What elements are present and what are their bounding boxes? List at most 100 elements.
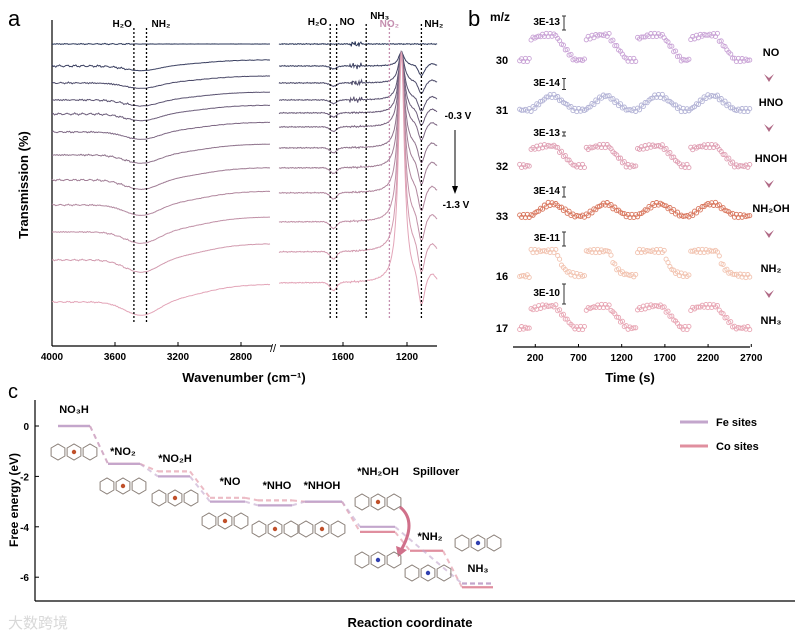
y-tick-label: 0 <box>23 422 29 433</box>
x-tick-label: 4000 <box>41 352 64 363</box>
spectrum-right-3 <box>279 51 438 112</box>
data-point <box>553 302 559 308</box>
data-point <box>524 325 530 331</box>
data-point <box>619 318 625 324</box>
hexagon-ring <box>66 443 82 461</box>
hexagon-ring <box>386 551 402 569</box>
metal-site-atom <box>222 518 228 524</box>
scale-label: 3E-14 <box>533 186 560 197</box>
spectrum-right-8 <box>278 52 438 212</box>
data-point <box>728 51 734 57</box>
data-point <box>671 207 677 213</box>
molecule-structure-image <box>99 477 147 495</box>
data-point <box>667 313 673 319</box>
molecule-structure-image <box>50 443 98 461</box>
data-point <box>528 108 534 114</box>
metal-site-atom <box>375 499 381 505</box>
fe-connector <box>89 425 109 465</box>
data-point <box>659 91 665 97</box>
data-point <box>589 210 595 216</box>
hexagon-ring <box>99 477 115 495</box>
step-label: *NHOH <box>304 480 341 492</box>
chevron-down-icon <box>764 124 774 132</box>
fe-connector <box>189 475 211 503</box>
spectrum-right-4 <box>278 51 438 127</box>
potential-end-label: -1.3 V <box>443 200 470 211</box>
hexagon-ring <box>217 512 233 530</box>
data-point <box>730 159 736 165</box>
data-point <box>659 142 665 148</box>
step-label: *NH₂ <box>417 531 442 543</box>
data-point <box>648 205 654 211</box>
spectrum-left-8 <box>51 190 271 216</box>
spectrum-left-6 <box>52 143 271 164</box>
x-tick-label: 1200 <box>396 352 419 363</box>
data-point <box>606 30 612 37</box>
data-point <box>606 302 612 308</box>
spillover-label: Spillover <box>413 466 460 478</box>
x-axis-label: Reaction coordinate <box>348 615 473 630</box>
data-point <box>633 325 639 331</box>
x-axis-label: Wavenumber (cm⁻¹) <box>182 370 305 385</box>
potential-start-label: -0.3 V <box>445 111 472 122</box>
data-point <box>581 164 587 171</box>
species-label: NH₂OH <box>752 203 789 215</box>
data-point <box>555 144 561 151</box>
data-point <box>553 246 559 253</box>
band-label: NH₂ <box>152 19 171 30</box>
molecule-structure-image <box>404 564 452 582</box>
hexagon-ring <box>131 477 147 495</box>
step-label: *NH₂OH <box>357 466 399 478</box>
data-point <box>631 325 637 331</box>
data-point <box>747 57 753 63</box>
data-point <box>714 302 720 309</box>
data-point <box>633 58 639 64</box>
data-point <box>621 159 627 165</box>
data-point <box>667 43 673 49</box>
species-label: HNOH <box>755 153 787 165</box>
band-label: NO <box>340 17 355 28</box>
hexagon-ring <box>115 477 131 495</box>
data-point <box>557 307 563 313</box>
data-point <box>616 266 622 272</box>
step-label: *NHO <box>263 480 292 492</box>
data-point <box>610 96 616 102</box>
data-point <box>568 51 574 57</box>
hexagon-ring <box>330 520 346 538</box>
metal-site-atom <box>172 495 178 501</box>
step-label: *NO₂ <box>110 446 136 458</box>
data-point <box>724 314 730 321</box>
spectrum-right-7 <box>278 50 438 185</box>
band-label: NH₃ <box>370 11 389 22</box>
data-point <box>661 304 667 310</box>
spectrum-right-0 <box>278 41 438 47</box>
spectrum-right-1 <box>279 51 438 76</box>
x-tick-label: 2200 <box>697 353 720 364</box>
hexagon-ring <box>420 564 436 582</box>
data-point <box>570 162 576 168</box>
data-point <box>722 98 728 104</box>
molecule-structure-image <box>354 493 402 511</box>
spectrum-left-4 <box>51 104 271 122</box>
band-label: NO₂ <box>380 19 399 30</box>
panel-b-mass-spectra: 200 700 1200 1700 2200 2700 Time (s) m/z 30 NO 3E-… <box>490 10 790 385</box>
data-point <box>617 101 624 107</box>
step-label: *NO <box>220 476 241 488</box>
data-point <box>714 30 720 36</box>
data-point <box>726 155 732 161</box>
data-point <box>686 323 692 329</box>
spectrum-left-3 <box>51 91 271 107</box>
data-point <box>612 261 618 267</box>
hexagon-ring <box>233 512 249 530</box>
data-point <box>543 94 549 100</box>
panel-label-b: b <box>468 6 480 31</box>
fe-connector <box>139 462 159 478</box>
data-point <box>745 213 751 219</box>
data-point <box>665 308 671 314</box>
molecule-structure-image <box>201 512 249 530</box>
data-point <box>526 274 532 280</box>
data-point <box>665 39 671 45</box>
scale-bar <box>562 231 566 247</box>
hexagon-ring <box>486 534 502 552</box>
molecule-structure-image <box>298 520 346 538</box>
